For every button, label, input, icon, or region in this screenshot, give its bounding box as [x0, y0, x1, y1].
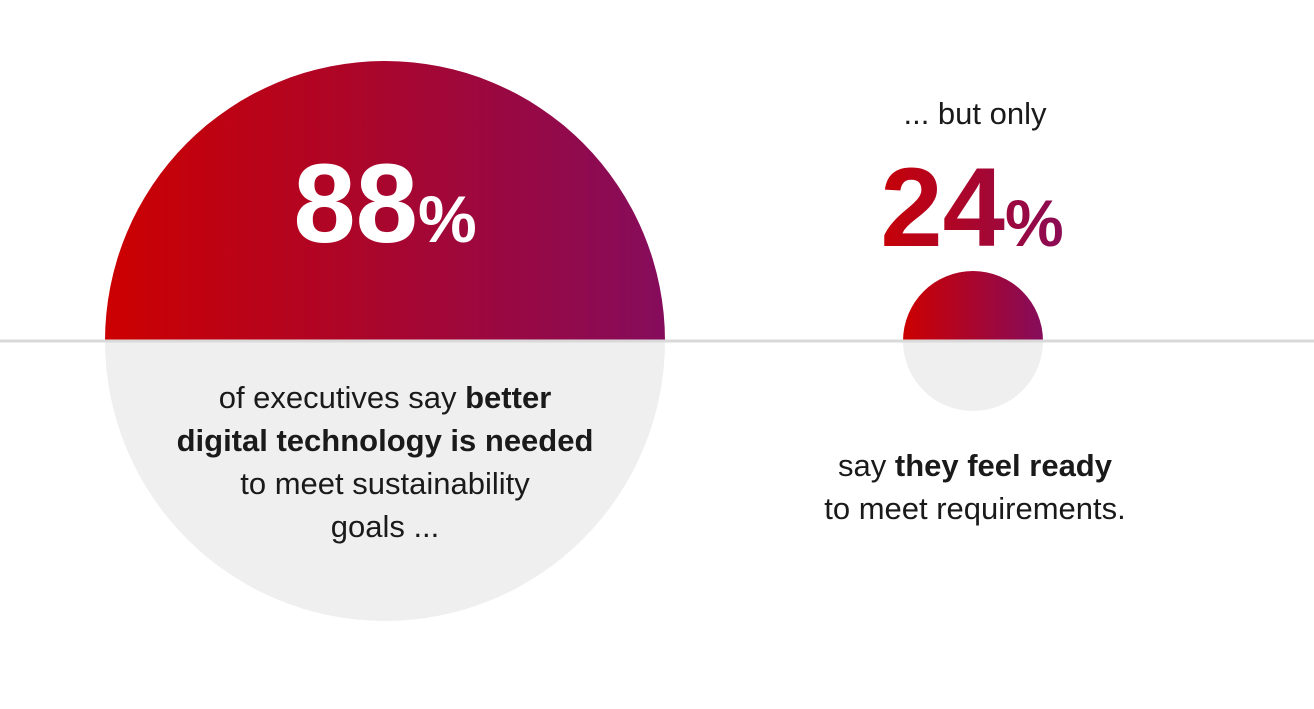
description-bold-text: better	[465, 380, 552, 415]
description-text: say	[838, 448, 895, 483]
stat-24-number: 24	[880, 145, 1005, 270]
description-line: goals ...	[125, 505, 645, 548]
description-line: to meet requirements.	[770, 487, 1180, 530]
stat-88-number: 88	[293, 141, 418, 266]
description-bold-text: they feel ready	[894, 448, 1112, 483]
small-circle-upper-half	[903, 271, 1043, 341]
big-circle-upper-half	[105, 61, 665, 341]
description-line: to meet sustainability	[125, 462, 645, 505]
big-circle-lower-half	[105, 341, 665, 621]
stat-88-value: 88%	[293, 141, 476, 266]
stat-88-unit: %	[418, 182, 477, 256]
stat-24-value: 24%	[880, 145, 1063, 270]
description-line: digital technology is needed	[125, 419, 645, 462]
stat-24-intro: ... but only	[903, 96, 1047, 131]
description-text: to meet sustainability	[240, 466, 530, 501]
stat-88-description: of executives say better digital technolo…	[125, 376, 645, 548]
description-text: goals ...	[330, 509, 440, 544]
small-circle-lower-half	[903, 341, 1043, 411]
stat-24-unit: %	[1005, 186, 1064, 260]
description-line: say they feel ready	[770, 444, 1180, 487]
description-text: to meet requirements.	[824, 491, 1126, 526]
stat-24-description: say they feel ready to meet requirements.	[770, 444, 1180, 530]
description-bold-text: digital technology is needed	[176, 423, 594, 458]
description-line: of executives say better	[125, 376, 645, 419]
description-text: of executives say	[218, 380, 466, 415]
